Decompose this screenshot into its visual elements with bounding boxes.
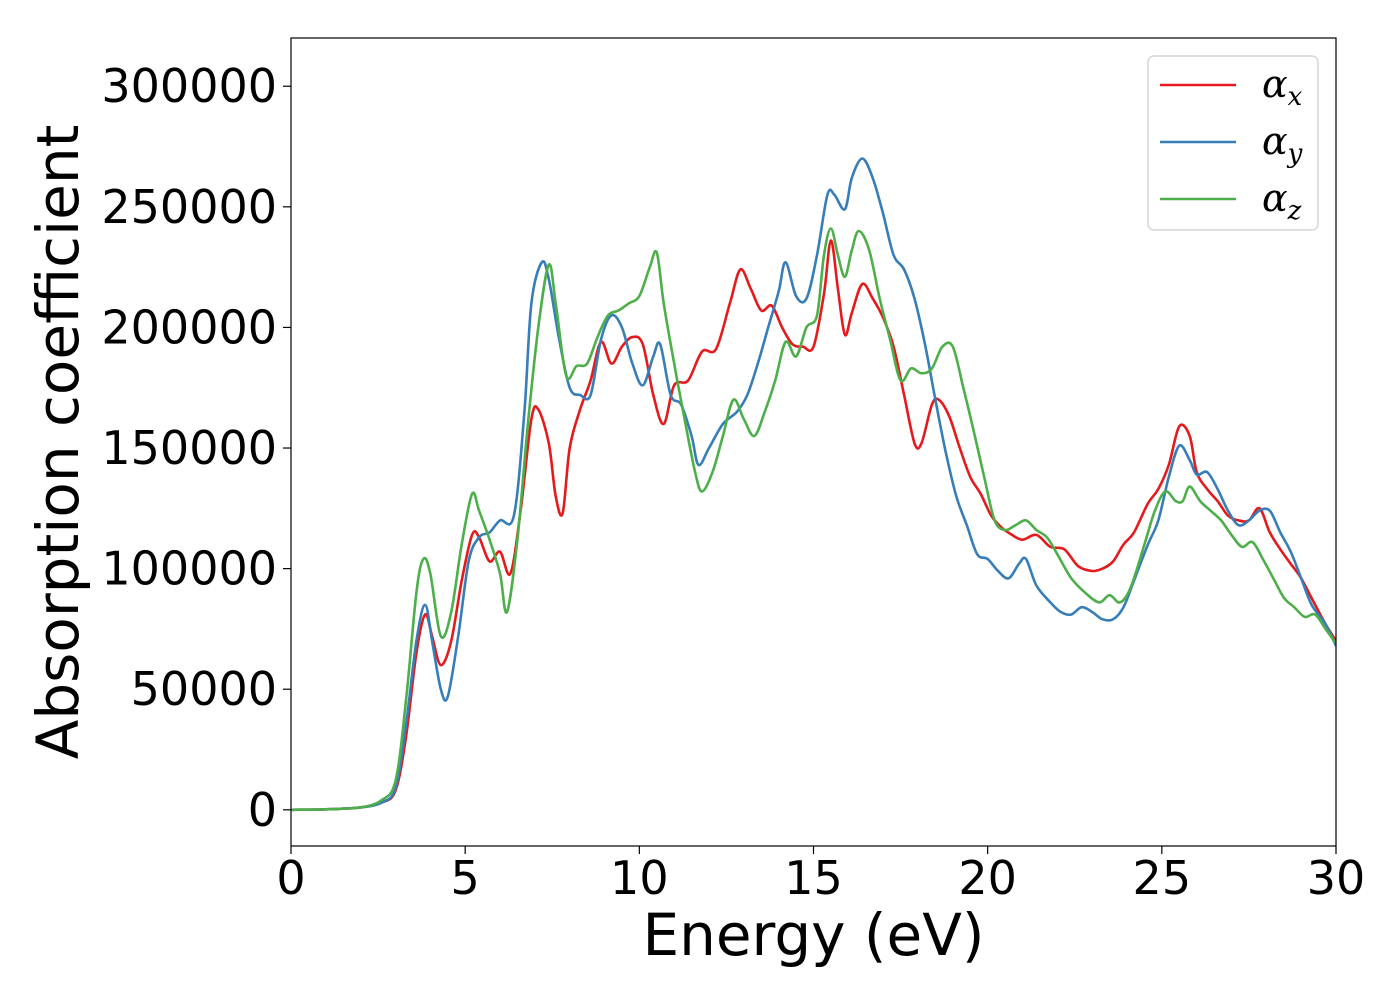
- y-tick-label: 300000: [101, 59, 277, 113]
- y-tick-label: 200000: [101, 300, 277, 354]
- y-tick-label: 250000: [101, 180, 277, 234]
- legend-label-symbol: α: [1262, 176, 1288, 220]
- x-axis-ticks: 0 5 10 15 20 25 30: [276, 846, 1365, 905]
- legend-label-subscript: y: [1287, 139, 1303, 169]
- y-tick-label: 150000: [101, 421, 277, 475]
- y-tick-label: 100000: [101, 542, 277, 596]
- x-tick-label: 30: [1307, 851, 1366, 905]
- legend-label-subscript: x: [1288, 82, 1303, 112]
- x-tick-label: 10: [610, 851, 669, 905]
- legend-label-symbol: α: [1262, 62, 1288, 106]
- y-tick-label: 0: [248, 783, 277, 837]
- legend-label-x: αx: [1262, 62, 1303, 112]
- series-line-z: [291, 227, 1336, 812]
- x-tick-label: 15: [784, 851, 843, 905]
- series-line-x: [291, 239, 1336, 812]
- x-tick-label: 25: [1133, 851, 1192, 905]
- series-layer: [291, 157, 1336, 812]
- x-tick-label: 20: [958, 851, 1017, 905]
- legend-label-symbol: α: [1262, 119, 1288, 163]
- legend-label-y: αy: [1262, 119, 1303, 169]
- y-axis-label: Absorption coefficient: [24, 125, 92, 760]
- series-line-y: [291, 157, 1336, 812]
- x-tick-label: 0: [276, 851, 305, 905]
- legend-label-subscript: z: [1287, 196, 1302, 226]
- legend-label-z: αz: [1262, 176, 1302, 226]
- x-tick-label: 5: [451, 851, 480, 905]
- y-tick-label: 50000: [131, 662, 277, 716]
- x-axis-label: Energy (eV): [642, 901, 984, 969]
- y-axis-ticks: 0 50000 100000 150000 200000 250000 300000: [101, 59, 291, 837]
